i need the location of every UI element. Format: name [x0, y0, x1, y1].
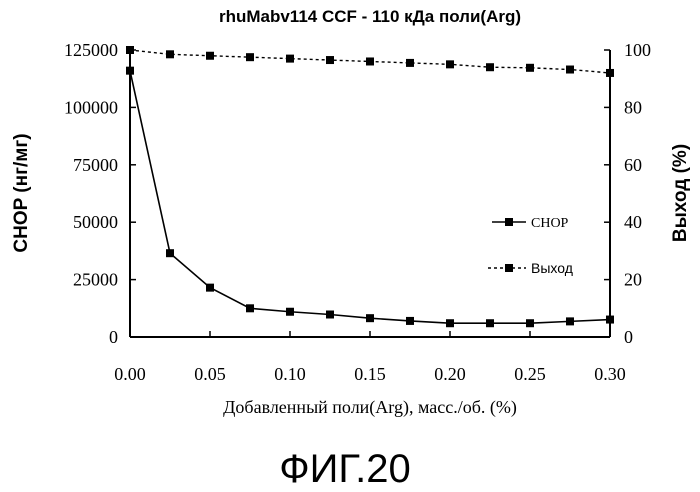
data-point-chop: [206, 284, 214, 292]
series-line-chop: [130, 71, 610, 324]
legend-label-chop: CHOP: [531, 216, 569, 231]
data-point-chop: [126, 67, 134, 75]
chart-title: rhuMabv114 CCF - 110 кДа поли(Arg): [219, 7, 521, 26]
data-point-chop: [406, 317, 414, 325]
left-y-tick-label: 100000: [64, 97, 118, 117]
data-point-yield: [246, 53, 254, 61]
data-point-yield: [366, 57, 374, 65]
data-point-yield: [326, 56, 334, 64]
data-point-chop: [606, 316, 614, 324]
data-point-chop: [166, 249, 174, 257]
right-y-axis-label: Выход (%): [670, 144, 691, 242]
right-y-tick-label: 40: [624, 212, 642, 232]
legend-entry-chop: CHOP: [492, 216, 569, 231]
right-y-tick-label: 20: [624, 270, 642, 290]
data-point-yield: [566, 66, 574, 74]
data-point-yield: [126, 46, 134, 54]
data-point-yield: [606, 69, 614, 77]
x-tick-label: 0.10: [274, 364, 306, 384]
data-point-chop: [366, 314, 374, 322]
right-y-tick-label: 60: [624, 155, 642, 175]
data-point-yield: [446, 60, 454, 68]
data-point-yield: [526, 64, 534, 72]
x-tick-label: 0.25: [514, 364, 546, 384]
x-tick-label: 0.15: [354, 364, 386, 384]
data-point-chop: [486, 319, 494, 327]
legend-marker-yield: [505, 264, 513, 272]
data-point-yield: [206, 52, 214, 60]
x-tick-label: 0.30: [594, 364, 626, 384]
legend-entry-yield: Выход: [488, 260, 573, 276]
data-point-chop: [246, 304, 254, 312]
x-axis-label: Добавленный поли(Arg), масс./об. (%): [223, 397, 517, 418]
right-y-tick-label: 0: [624, 327, 633, 347]
plot-frame: [130, 50, 610, 337]
data-point-yield: [486, 63, 494, 71]
data-point-chop: [326, 310, 334, 318]
left-y-axis-label: CHOP (нг/мг): [11, 133, 32, 252]
legend-label-yield: Выход: [531, 260, 573, 276]
data-point-chop: [286, 308, 294, 316]
left-y-tick-label: 125000: [64, 40, 118, 60]
left-y-tick-label: 50000: [73, 212, 118, 232]
right-y-tick-label: 100: [624, 40, 651, 60]
data-point-yield: [286, 55, 294, 63]
legend: CHOP Выход: [488, 216, 573, 276]
data-point-chop: [566, 317, 574, 325]
x-tick-label: 0.20: [434, 364, 466, 384]
left-y-tick-label: 0: [109, 327, 118, 347]
data-point-chop: [446, 319, 454, 327]
x-tick-label: 0.05: [194, 364, 226, 384]
x-tick-label: 0.00: [114, 364, 146, 384]
legend-marker-chop: [505, 218, 513, 226]
data-point-yield: [406, 59, 414, 67]
data-point-chop: [526, 319, 534, 327]
data-point-yield: [166, 50, 174, 58]
left-y-tick-label: 75000: [73, 155, 118, 175]
figure-caption: ФИГ.20: [279, 447, 411, 491]
right-y-tick-label: 80: [624, 97, 642, 117]
left-y-tick-label: 25000: [73, 270, 118, 290]
